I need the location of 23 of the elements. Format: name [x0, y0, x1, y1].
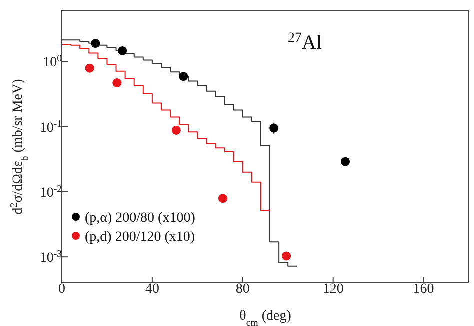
x-tick-label: 40 — [145, 282, 160, 297]
point — [270, 124, 279, 133]
point — [172, 126, 181, 135]
y-tick-label: 10$^{0}$ — [43, 53, 62, 71]
point — [91, 39, 100, 48]
annotation: $^{27}$Al — [288, 30, 322, 54]
x-axis-title: θ$_{cm}$ (deg) — [240, 309, 292, 326]
x-tick-label: 80 — [236, 282, 250, 297]
point — [85, 64, 94, 73]
y-tick-label: 10$^{-3}$ — [40, 248, 62, 266]
y-tick-label: 10$^{-1}$ — [40, 118, 62, 136]
point — [341, 157, 350, 166]
x-tick-label: 160 — [413, 282, 434, 297]
point — [179, 72, 188, 82]
x-tick-label: 0 — [58, 282, 66, 297]
x-tick-label: 120 — [322, 282, 344, 297]
legend-label: (p,d) 200/120 (x10) — [85, 230, 196, 245]
point — [282, 252, 292, 261]
y-tick-label: 10$^{-2}$ — [40, 183, 62, 201]
point — [112, 78, 122, 88]
point — [218, 194, 228, 204]
point — [118, 46, 128, 56]
legend-label: (p,α) 200/80 (x100) — [85, 211, 196, 226]
